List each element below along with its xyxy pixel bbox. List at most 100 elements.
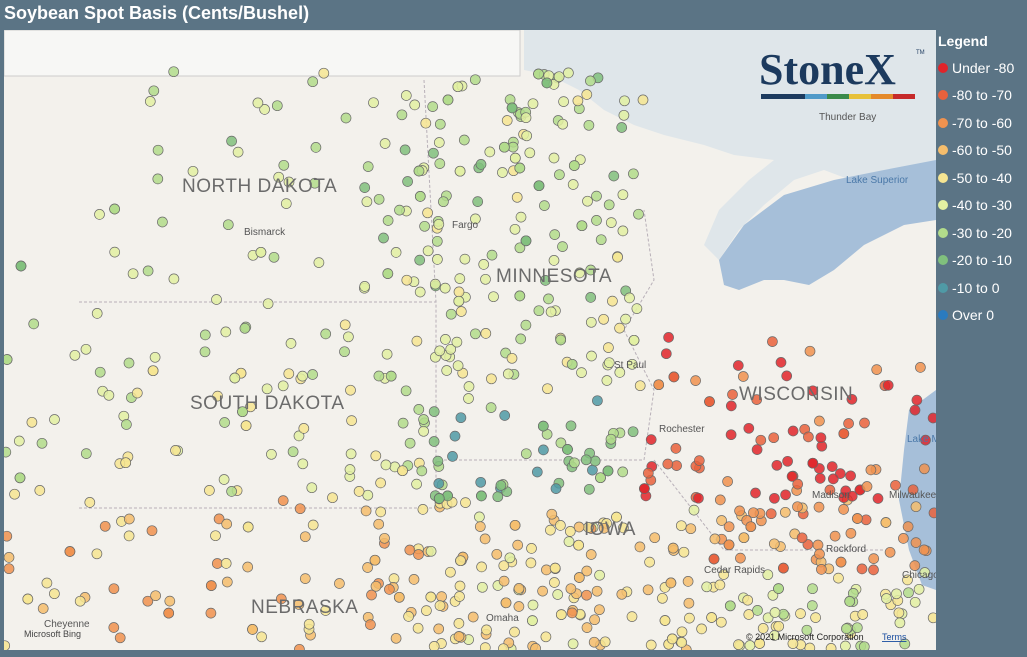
site-dot[interactable] [520,235,532,247]
site-dot[interactable] [733,639,744,650]
site-dot[interactable] [283,176,295,188]
site-dot[interactable] [598,522,610,534]
site-dot[interactable] [498,643,509,650]
site-dot[interactable] [512,539,524,551]
site-dot[interactable] [709,533,721,545]
site-dot[interactable] [4,530,13,542]
site-dot[interactable] [927,412,936,424]
site-dot[interactable] [506,102,518,114]
site-dot[interactable] [549,577,560,588]
site-dot[interactable] [469,74,481,86]
site-dot[interactable] [812,539,824,551]
site-dot[interactable] [399,144,411,156]
site-dot[interactable] [628,334,640,346]
site-dot[interactable] [211,294,222,305]
site-dot[interactable] [434,158,446,169]
site-dot[interactable] [379,138,391,149]
site-dot[interactable] [427,101,439,112]
site-dot[interactable] [513,583,525,594]
site-dot[interactable] [620,313,631,325]
site-dot[interactable] [767,336,778,347]
site-dot[interactable] [723,521,735,533]
site-dot[interactable] [826,461,838,472]
site-dot[interactable] [431,235,443,247]
site-dot[interactable] [918,544,930,556]
site-dot[interactable] [396,109,408,121]
site-dot[interactable] [339,346,350,358]
site-dot[interactable] [49,414,60,425]
site-dot[interactable] [80,448,92,459]
site-dot[interactable] [481,624,492,636]
site-dot[interactable] [436,591,447,602]
site-dot[interactable] [219,417,230,428]
site-dot[interactable] [607,295,618,307]
site-dot[interactable] [509,152,521,164]
site-dot[interactable] [546,508,558,520]
site-dot[interactable] [893,607,905,619]
site-dot[interactable] [582,195,593,207]
site-dot[interactable] [445,343,457,355]
site-dot[interactable] [420,117,432,129]
site-dot[interactable] [585,316,597,328]
site-dot[interactable] [108,583,120,595]
site-dot[interactable] [438,196,449,208]
site-dot[interactable] [775,357,787,368]
site-dot[interactable] [520,112,532,124]
site-dot[interactable] [545,306,557,318]
site-dot[interactable] [861,481,873,492]
site-dot[interactable] [572,95,584,107]
site-dot[interactable] [779,506,791,518]
site-dot[interactable] [294,643,305,650]
site-dot[interactable] [404,544,416,556]
site-dot[interactable] [64,546,76,557]
site-dot[interactable] [601,375,613,386]
site-dot[interactable] [911,394,923,406]
site-dot[interactable] [114,632,126,644]
site-dot[interactable] [668,371,680,383]
site-dot[interactable] [470,328,481,340]
map[interactable]: NORTH DAKOTA SOUTH DAKOTA NEBRASKA MINNE… [4,30,936,650]
site-dot[interactable] [520,319,532,331]
site-dot[interactable] [163,607,175,619]
site-dot[interactable] [345,448,357,460]
site-dot[interactable] [708,553,720,565]
site-dot[interactable] [285,338,297,349]
site-dot[interactable] [714,494,726,506]
site-dot[interactable] [476,561,487,573]
site-dot[interactable] [4,563,15,575]
site-dot[interactable] [594,569,605,581]
site-dot[interactable] [454,580,466,592]
site-dot[interactable] [618,522,629,534]
site-dot[interactable] [451,336,463,348]
site-dot[interactable] [618,109,630,121]
site-dot[interactable] [762,569,774,581]
site-dot[interactable] [814,548,825,560]
site-dot[interactable] [397,465,408,477]
site-dot[interactable] [725,400,737,412]
site-dot[interactable] [237,406,248,418]
site-dot[interactable] [919,463,930,475]
site-dot[interactable] [441,365,453,376]
site-dot[interactable] [537,420,549,432]
site-dot[interactable] [15,260,27,272]
site-dot[interactable] [485,402,497,413]
site-dot[interactable] [851,622,863,634]
site-dot[interactable] [120,457,132,469]
site-dot[interactable] [603,342,614,353]
site-dot[interactable] [815,432,827,444]
site-dot[interactable] [211,558,223,569]
site-dot[interactable] [565,583,577,595]
site-dot[interactable] [346,415,357,426]
site-dot[interactable] [682,576,694,587]
site-dot[interactable] [910,537,922,548]
site-dot[interactable] [841,623,852,635]
site-dot[interactable] [927,612,936,624]
site-dot[interactable] [574,267,585,279]
legend-item[interactable]: -60 to -50 [938,137,1014,165]
site-dot[interactable] [792,478,804,490]
site-dot[interactable] [428,147,439,159]
site-dot[interactable] [626,358,638,370]
site-dot[interactable] [583,483,595,495]
site-dot[interactable] [723,539,735,551]
site-dot[interactable] [525,557,537,569]
